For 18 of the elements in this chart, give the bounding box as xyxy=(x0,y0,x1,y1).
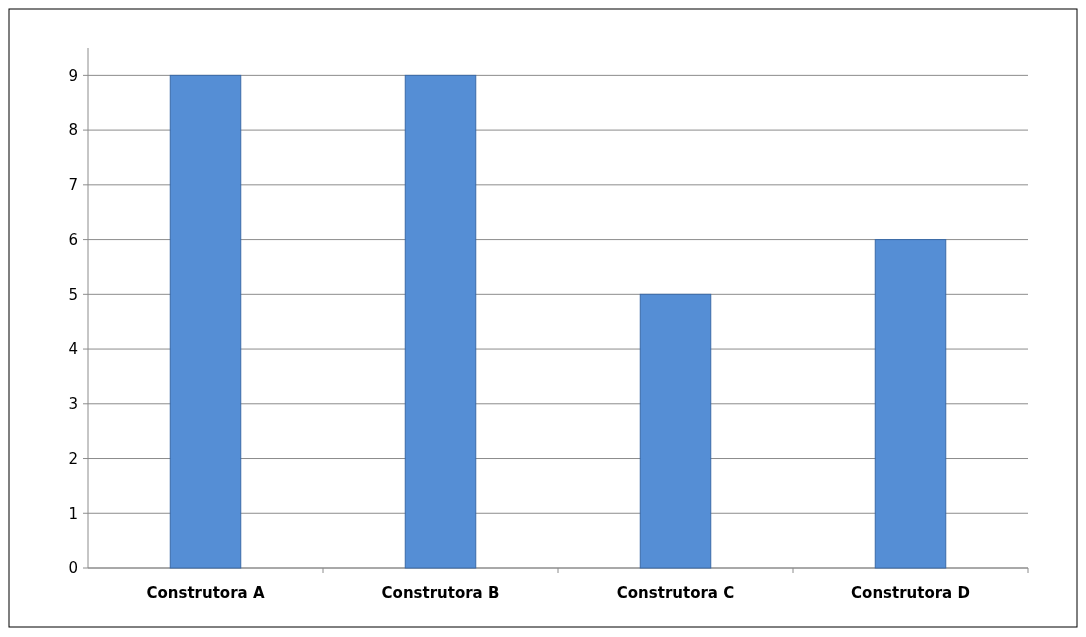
x-tick-label: Construtora C xyxy=(616,584,735,602)
y-tick-label: 0 xyxy=(68,559,78,578)
y-tick-label: 1 xyxy=(68,504,78,523)
bar xyxy=(874,239,947,569)
y-tick-label: 5 xyxy=(68,285,78,304)
y-tick-label: 8 xyxy=(68,121,78,140)
bar xyxy=(169,74,242,569)
x-tick-label: Construtora B xyxy=(381,584,500,602)
bar xyxy=(639,293,712,569)
y-tick-label: 9 xyxy=(68,66,78,85)
y-tick-label: 6 xyxy=(68,230,78,249)
y-tick-label: 7 xyxy=(68,176,78,195)
y-tick-label: 4 xyxy=(68,340,78,359)
bar xyxy=(404,74,477,569)
x-tick-label: Construtora A xyxy=(146,584,265,602)
y-tick-label: 3 xyxy=(68,395,78,414)
y-tick-label: 2 xyxy=(68,449,78,468)
x-tick-label: Construtora D xyxy=(851,584,970,602)
